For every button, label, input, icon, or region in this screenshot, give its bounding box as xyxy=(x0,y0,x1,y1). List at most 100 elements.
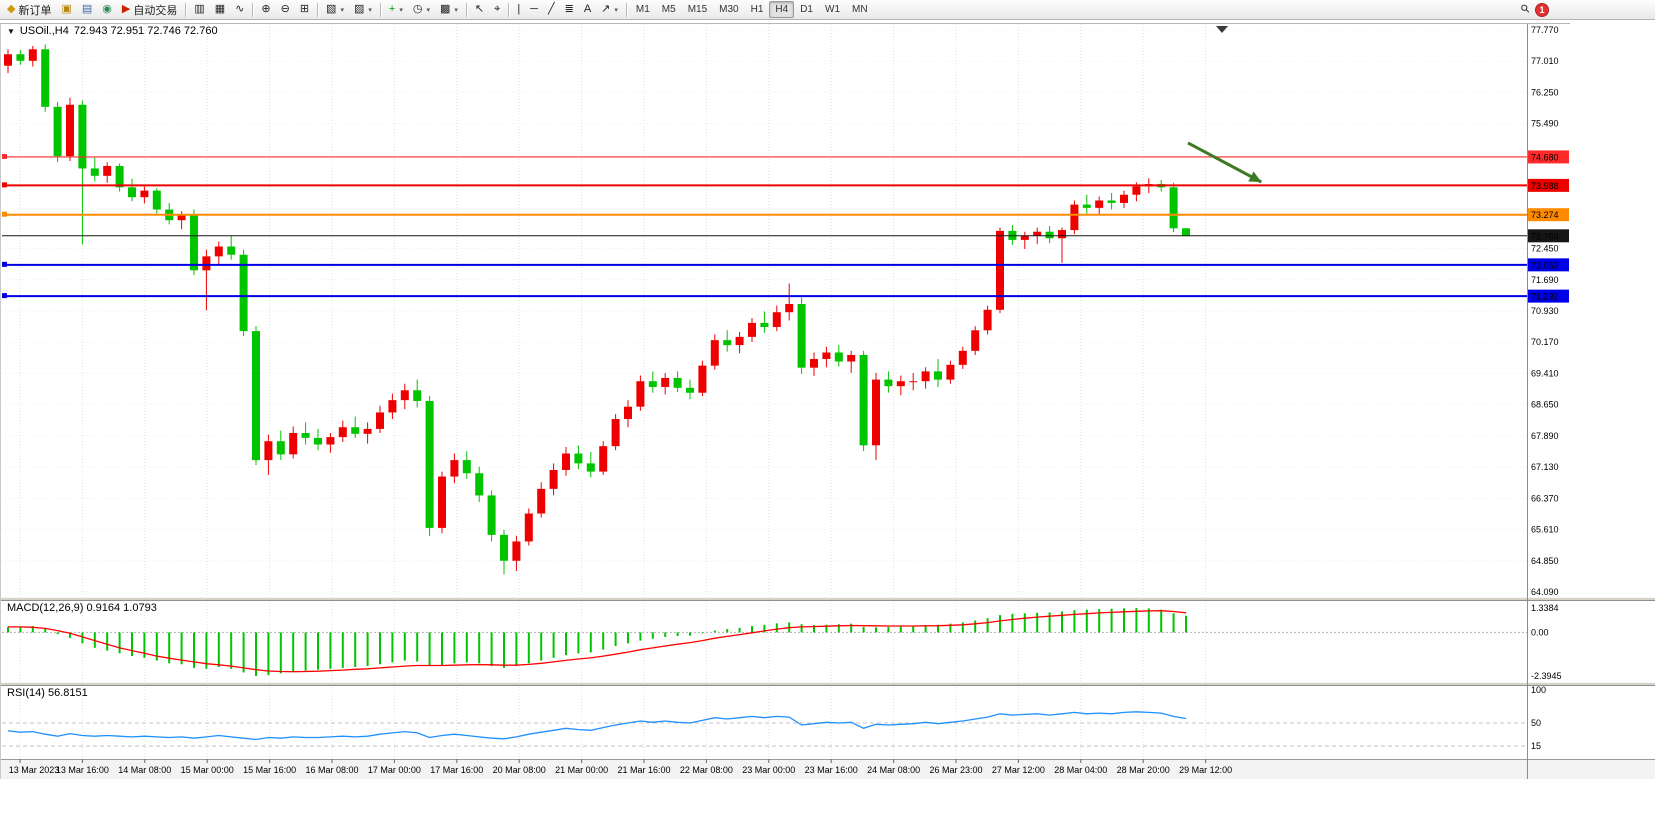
time-axis-strip[interactable] xyxy=(0,759,1655,779)
panel-divider[interactable] xyxy=(0,682,1655,686)
time-axis-label: 23 Mar 00:00 xyxy=(742,765,795,775)
price-badge xyxy=(1528,229,1569,243)
price-line-73.274[interactable]: 73.274 xyxy=(2,208,1569,222)
candle xyxy=(673,371,682,392)
timeframe-m5-button[interactable]: M5 xyxy=(656,1,682,18)
macd-axis-label: -2.3945 xyxy=(1531,671,1562,681)
line-anchor[interactable] xyxy=(2,293,7,299)
new-chart-button[interactable]: ▧ ▾ xyxy=(321,1,349,18)
line-anchor[interactable] xyxy=(2,211,7,217)
time-axis-label: 22 Mar 08:00 xyxy=(680,765,733,775)
candle xyxy=(946,360,955,384)
price-axis[interactable]: 77.770 77.010 76.250 75.490 72.450 71.690 70.9… xyxy=(1531,25,1559,597)
timeframe-d1-button-label: D1 xyxy=(800,4,813,15)
timeframe-h4-button[interactable]: H4 xyxy=(769,1,795,18)
text-label-button[interactable]: A xyxy=(579,1,596,18)
toolbar-separator xyxy=(508,2,510,17)
auto-trading-button[interactable]: ▶ 自动交易 xyxy=(117,1,182,18)
panel-divider[interactable] xyxy=(0,597,1655,601)
price-badge xyxy=(1528,289,1569,303)
timeframe-m1-button-label: M1 xyxy=(635,4,650,15)
indicators-button[interactable]: + ▾ xyxy=(384,1,408,18)
candle xyxy=(239,249,248,337)
template-icon: ▩ xyxy=(439,3,451,15)
bar-chart-mode-button[interactable]: ▥ xyxy=(189,1,209,18)
candle xyxy=(971,326,980,355)
candle xyxy=(53,101,62,163)
horizontal-line-button[interactable]: ─ xyxy=(525,1,543,18)
time-axis-label: 29 Mar 12:00 xyxy=(1179,765,1232,775)
zoom-in-button[interactable]: ⊕ xyxy=(256,1,275,18)
crosshair-button[interactable]: ⌖ xyxy=(489,1,505,18)
price-axis-label: 72.450 xyxy=(1531,244,1559,254)
new-chart-icon: ▧ xyxy=(326,3,337,15)
tile-windows-button[interactable]: ⊞ xyxy=(295,1,314,18)
timeframe-m30-button[interactable]: M30 xyxy=(713,1,744,18)
candle xyxy=(810,352,818,376)
candle xyxy=(822,346,831,368)
rsi-axis-label: 100 xyxy=(1531,685,1546,695)
dropdown-caret-icon: ▾ xyxy=(426,6,430,14)
candle xyxy=(252,326,260,466)
candle xyxy=(797,297,806,374)
candle xyxy=(450,453,459,484)
chart-shift-marker-icon[interactable] xyxy=(1216,26,1228,33)
price-badge xyxy=(1528,178,1569,192)
timeframe-mn-button[interactable]: MN xyxy=(846,1,874,18)
timeframe-m30-button-label: M30 xyxy=(719,4,739,15)
chart-window-button[interactable]: ▣ xyxy=(56,1,76,18)
price-lines-group: 74.680 73.988 73.274 72.760 72.053 71.292 xyxy=(2,150,1569,303)
timeframe-h1-button[interactable]: H1 xyxy=(745,1,770,18)
terminal-button[interactable]: ▤ xyxy=(77,1,97,18)
price-line-72.053[interactable]: 72.053 xyxy=(2,258,1569,272)
timeframe-m15-button[interactable]: M15 xyxy=(682,1,713,18)
line-anchor[interactable] xyxy=(2,182,7,188)
candle xyxy=(611,414,620,451)
strategy-tester-button[interactable]: ◉ xyxy=(97,1,117,18)
search-button[interactable]: ⚲ xyxy=(1517,1,1535,18)
arrows-button[interactable]: ↗ ▾ xyxy=(596,1,623,18)
timeframe-w1-button[interactable]: W1 xyxy=(819,1,846,18)
timeframe-m1-button[interactable]: M1 xyxy=(630,1,656,18)
candle xyxy=(301,422,310,445)
rsi-axis-label: 50 xyxy=(1531,718,1541,728)
price-line-74.680[interactable]: 74.680 xyxy=(2,150,1569,164)
price-line-73.988[interactable]: 73.988 xyxy=(2,178,1569,192)
auto-trading-icon: ▶ xyxy=(121,3,131,15)
candle xyxy=(648,371,657,393)
new-order-button[interactable]: ◆ 新订单 xyxy=(2,1,56,18)
cursor-button[interactable]: ↖ xyxy=(470,1,489,18)
candlestick-mode-button[interactable]: ▦ xyxy=(210,1,230,18)
notifications-badge[interactable]: 1 xyxy=(1535,2,1549,17)
candle xyxy=(388,393,397,420)
templates-button[interactable]: ▩ ▾ xyxy=(435,1,463,18)
new-order-icon: ◆ xyxy=(7,3,16,15)
time-axis-label: 26 Mar 23:00 xyxy=(929,765,982,775)
line-anchor[interactable] xyxy=(2,261,7,267)
timeframe-w1-button-label: W1 xyxy=(825,4,840,15)
periods-button[interactable]: ◷ ▾ xyxy=(408,1,435,18)
profiles-button[interactable]: ▨ ▾ xyxy=(349,1,377,18)
search-icon: ⚲ xyxy=(1518,2,1533,17)
rsi-panel: 100 50 15 xyxy=(2,685,1546,751)
price-axis-label: 70.170 xyxy=(1531,337,1559,347)
zoom-out-button[interactable]: ⊖ xyxy=(276,1,295,18)
time-axis-label: 16 Mar 08:00 xyxy=(305,765,358,775)
candle xyxy=(1169,182,1178,233)
line-chart-mode-button[interactable]: ∿ xyxy=(230,1,249,18)
price-badge-label: 73.274 xyxy=(1531,210,1559,220)
price-axis-label: 75.490 xyxy=(1531,119,1559,129)
chart-canvas[interactable]: 74.68073.98873.27472.76072.05371.29277.7… xyxy=(0,20,1655,826)
horizontal-line-icon: ─ xyxy=(530,3,538,15)
arrow-annotation[interactable] xyxy=(1187,141,1263,184)
price-line-71.292[interactable]: 71.292 xyxy=(2,289,1569,303)
bar-chart-icon: ▥ xyxy=(194,3,205,15)
price-line-72.760[interactable]: 72.760 xyxy=(2,229,1569,243)
trendline-button[interactable]: ╱ xyxy=(543,1,560,18)
vertical-line-icon: | xyxy=(517,3,521,15)
fibonacci-button[interactable]: ≣ xyxy=(560,1,579,18)
timeframe-d1-button[interactable]: D1 xyxy=(794,1,819,18)
line-anchor[interactable] xyxy=(2,153,7,159)
vertical-line-button[interactable]: | xyxy=(512,1,525,18)
